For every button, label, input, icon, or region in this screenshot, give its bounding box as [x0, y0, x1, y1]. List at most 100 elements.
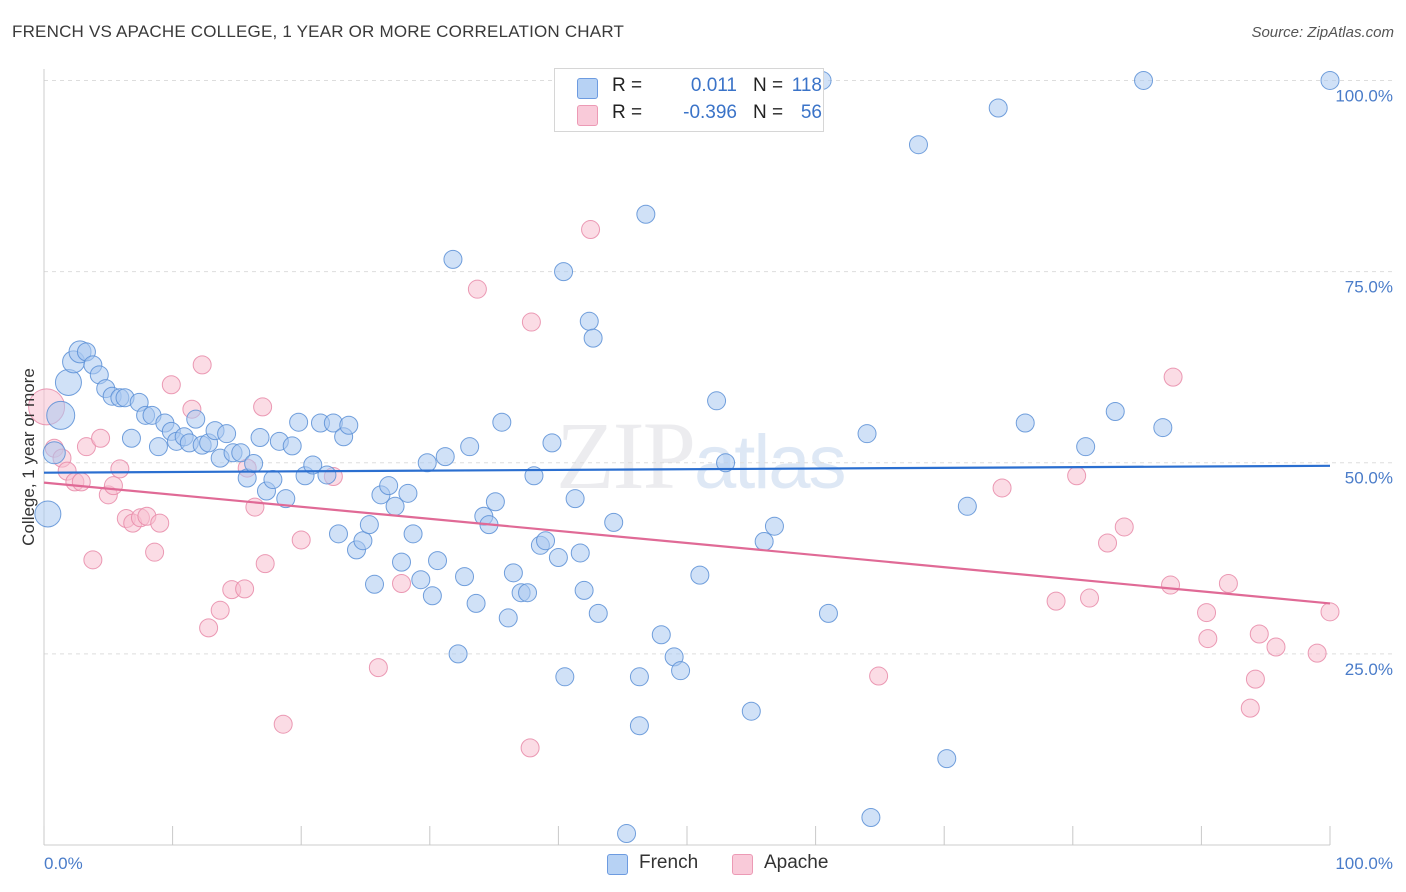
french-point	[317, 465, 337, 485]
french-point	[937, 749, 957, 769]
apache-legend-swatch	[732, 854, 753, 875]
french-point	[754, 531, 774, 551]
apache-point	[91, 428, 111, 448]
apache-point	[1163, 367, 1183, 387]
french-point	[460, 437, 480, 457]
french-point	[764, 516, 784, 536]
apache-point	[253, 397, 273, 417]
apache-point	[1114, 517, 1134, 537]
french-point	[328, 524, 348, 544]
french-point	[282, 436, 302, 456]
french-point	[518, 583, 538, 603]
french-point	[548, 548, 568, 568]
x-tick-label-min: 0.0%	[44, 854, 83, 873]
french-point	[398, 483, 418, 503]
french-point	[359, 515, 379, 535]
legend-r-label: R =	[612, 102, 643, 123]
french-point	[741, 701, 761, 721]
french-point	[231, 443, 251, 463]
french-point	[379, 476, 399, 496]
french-point	[492, 412, 512, 432]
french-point	[542, 433, 562, 453]
french-point	[428, 551, 448, 571]
french-point	[617, 824, 637, 844]
apache-point	[1198, 629, 1218, 649]
french-point	[46, 400, 76, 430]
french-point	[908, 135, 928, 155]
apache-point	[1320, 602, 1340, 622]
french-point	[1153, 418, 1173, 438]
apache-point	[110, 459, 130, 479]
apache-point	[145, 542, 165, 562]
french-point	[503, 563, 523, 583]
legend-n-label: N =	[753, 102, 784, 123]
apache-point	[235, 579, 255, 599]
french-point	[466, 593, 486, 613]
french-point	[957, 496, 977, 516]
french-point	[186, 409, 206, 429]
french-point	[857, 424, 877, 444]
french-point	[34, 500, 62, 528]
apache-point	[1240, 698, 1260, 718]
french-point	[524, 466, 544, 486]
apache-n-value: 56	[800, 102, 822, 123]
french-point	[555, 667, 575, 687]
apache-point	[76, 437, 96, 457]
apache-point	[368, 658, 388, 678]
french-point	[583, 328, 603, 348]
french-point	[303, 455, 323, 475]
apache-point	[520, 738, 540, 758]
series-legend: French Apache	[0, 852, 1406, 878]
french-point	[1105, 402, 1125, 422]
apache-point	[1249, 624, 1269, 644]
french-point	[435, 447, 455, 467]
french-point	[1015, 413, 1035, 433]
french-point	[671, 661, 691, 681]
french-point	[403, 524, 423, 544]
trend-lines	[43, 464, 1331, 605]
french-point	[392, 552, 412, 572]
french-point	[588, 603, 608, 623]
french-point	[289, 412, 309, 432]
french-point	[455, 567, 475, 587]
french-point	[422, 586, 442, 606]
y-axis-label: College, 1 year or more	[19, 368, 38, 546]
french-point	[988, 98, 1008, 118]
french-point	[861, 807, 881, 827]
french-n-value: 118	[791, 75, 822, 96]
french-point	[365, 574, 385, 594]
french-point	[629, 716, 649, 736]
apache-swatch	[577, 105, 598, 126]
apache-point	[1080, 588, 1100, 608]
french-point	[353, 531, 373, 551]
french-point	[417, 453, 437, 473]
y-tick-label: 100.0%	[1335, 86, 1393, 105]
french-point	[579, 311, 599, 331]
french-point	[690, 565, 710, 585]
french-trend-line	[43, 464, 1331, 474]
french-legend-swatch	[607, 854, 628, 875]
apache-point	[1266, 637, 1286, 657]
french-point	[536, 531, 556, 551]
apache-point	[1067, 466, 1087, 486]
french-legend-label: French	[639, 852, 699, 873]
apache-point	[1161, 575, 1181, 595]
french-point	[1134, 70, 1154, 90]
french-point	[485, 492, 505, 512]
french-point	[448, 644, 468, 664]
apache-point	[467, 279, 487, 299]
apache-point	[291, 530, 311, 550]
french-points	[34, 70, 1340, 844]
source-label: Source: ZipAtlas.com	[1251, 24, 1394, 41]
apache-point	[992, 478, 1012, 498]
apache-point	[83, 550, 103, 570]
y-tick-label: 25.0%	[1345, 660, 1393, 679]
french-point	[574, 580, 594, 600]
apache-point	[273, 714, 293, 734]
legend-n-label: N =	[753, 75, 784, 96]
apache-point	[1197, 603, 1217, 623]
apache-point	[1098, 533, 1118, 553]
french-point	[629, 667, 649, 687]
french-point	[498, 608, 518, 628]
